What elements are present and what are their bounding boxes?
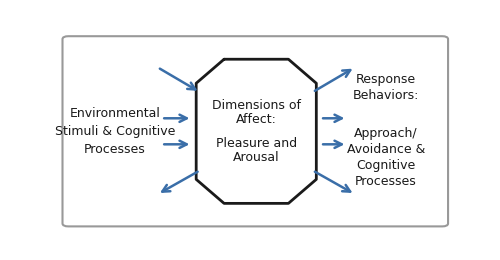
Text: Dimensions of: Dimensions of: [212, 99, 301, 112]
Text: Environmental: Environmental: [70, 107, 160, 120]
Text: Behaviors:: Behaviors:: [353, 89, 419, 102]
Text: Stimuli & Cognitive: Stimuli & Cognitive: [54, 125, 175, 138]
Text: Processes: Processes: [355, 175, 417, 188]
Text: Pleasure and: Pleasure and: [216, 137, 297, 150]
Text: Affect:: Affect:: [236, 113, 277, 126]
Text: Approach/: Approach/: [354, 127, 418, 140]
Text: Response: Response: [356, 73, 416, 86]
Text: Arousal: Arousal: [233, 151, 280, 164]
Text: Processes: Processes: [84, 143, 146, 156]
Text: Avoidance &: Avoidance &: [347, 143, 425, 156]
Text: Cognitive: Cognitive: [356, 159, 416, 172]
